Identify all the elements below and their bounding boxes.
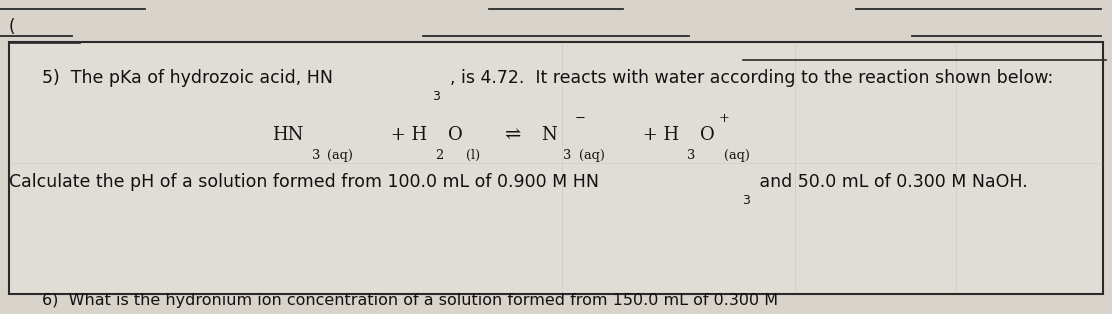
Text: + H: + H (386, 126, 427, 144)
Text: O: O (701, 126, 715, 144)
Text: Calculate the pH of a solution formed from 100.0 mL of 0.900 M HN: Calculate the pH of a solution formed fr… (9, 173, 599, 191)
Text: (aq): (aq) (579, 149, 605, 162)
Text: 3: 3 (311, 149, 320, 162)
Text: (l): (l) (466, 149, 480, 162)
Text: and 50.0 mL of 0.300 M NaOH.: and 50.0 mL of 0.300 M NaOH. (754, 173, 1029, 191)
Text: 3: 3 (743, 194, 751, 207)
Text: ⇌: ⇌ (505, 126, 520, 144)
Text: (aq): (aq) (724, 149, 749, 162)
Text: +: + (718, 112, 729, 126)
Text: (aq): (aq) (327, 149, 353, 162)
Text: (: ( (9, 18, 16, 36)
Text: N: N (540, 126, 557, 144)
Text: 5)  The pKa of hydrozoic acid, HN: 5) The pKa of hydrozoic acid, HN (42, 69, 334, 87)
Text: 3: 3 (687, 149, 696, 162)
Text: 2: 2 (435, 149, 444, 162)
Text: 3: 3 (563, 149, 572, 162)
Bar (9, 42, 1103, 294)
Text: O: O (448, 126, 463, 144)
Text: , is 4.72.  It reacts with water according to the reaction shown below:: , is 4.72. It reacts with water accordin… (450, 69, 1053, 87)
Text: HN: HN (272, 126, 304, 144)
Text: + H: + H (637, 126, 679, 144)
Text: −: − (575, 112, 586, 126)
Text: 3: 3 (431, 90, 440, 104)
Text: 6)  What is the hydronium ion concentration of a solution formed from 150.0 mL o: 6) What is the hydronium ion concentrati… (42, 293, 778, 308)
